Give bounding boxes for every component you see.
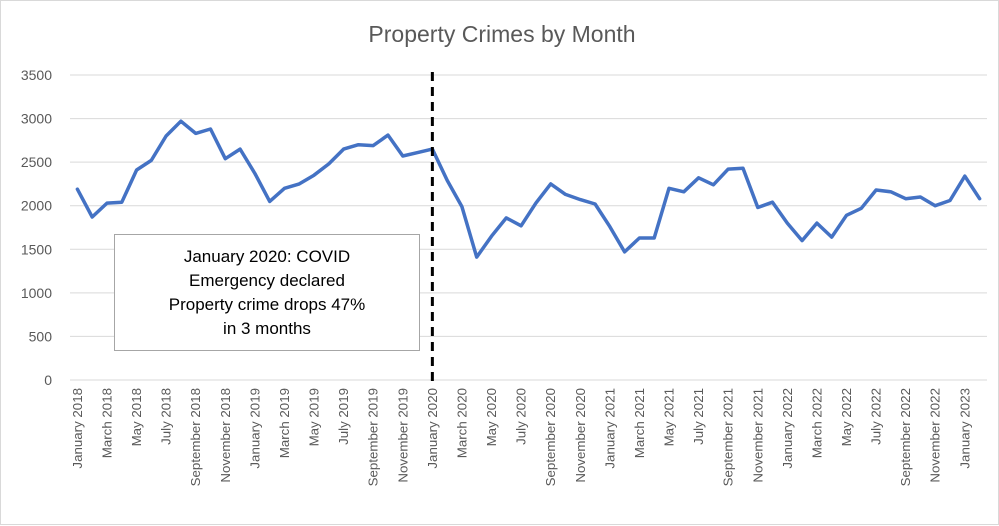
annotation-line-3: Property crime drops 47% bbox=[168, 294, 366, 314]
y-axis-ticks: 0 500 1000 1500 2000 2500 3000 3500 bbox=[21, 67, 52, 388]
x-tick-label: May 2021 bbox=[662, 388, 677, 446]
y-tick-label: 1000 bbox=[21, 285, 52, 301]
y-tick-label: 0 bbox=[44, 372, 52, 388]
x-tick-label: January 2019 bbox=[247, 388, 262, 469]
x-tick-label: November 2019 bbox=[395, 388, 410, 483]
x-tick-label: September 2018 bbox=[188, 388, 203, 486]
chart-title: Property Crimes by Month bbox=[368, 21, 635, 47]
x-tick-label: March 2020 bbox=[454, 388, 469, 458]
x-tick-label: March 2021 bbox=[632, 388, 647, 458]
x-tick-label: May 2019 bbox=[307, 388, 322, 446]
x-tick-label: September 2019 bbox=[366, 388, 381, 486]
annotation-box: January 2020: COVID Emergency declared P… bbox=[114, 234, 420, 351]
x-tick-label: May 2018 bbox=[129, 388, 144, 446]
x-tick-label: May 2020 bbox=[484, 388, 499, 446]
y-tick-label: 1500 bbox=[21, 241, 52, 257]
y-tick-label: 3500 bbox=[21, 67, 52, 83]
x-tick-label: November 2018 bbox=[218, 388, 233, 483]
x-tick-label: July 2022 bbox=[869, 388, 884, 445]
x-tick-label: July 2020 bbox=[514, 388, 529, 445]
x-tick-label: May 2022 bbox=[839, 388, 854, 446]
series-line bbox=[75, 119, 982, 259]
x-tick-label: November 2020 bbox=[573, 388, 588, 483]
annotation-line-4: in 3 months bbox=[223, 318, 311, 338]
y-tick-label: 2000 bbox=[21, 198, 52, 214]
x-tick-label: January 2023 bbox=[957, 388, 972, 469]
y-tick-label: 500 bbox=[29, 328, 53, 344]
y-tick-label: 2500 bbox=[21, 154, 52, 170]
x-tick-label: January 2021 bbox=[602, 388, 617, 469]
x-tick-label: January 2018 bbox=[70, 388, 85, 469]
x-tick-label: January 2022 bbox=[780, 388, 795, 469]
x-tick-label: March 2019 bbox=[277, 388, 292, 458]
y-tick-label: 3000 bbox=[21, 111, 52, 127]
x-tick-label: September 2020 bbox=[543, 388, 558, 486]
annotation-line-2: Emergency declared bbox=[189, 270, 345, 290]
x-tick-label: July 2018 bbox=[159, 388, 174, 445]
x-tick-label: November 2022 bbox=[928, 388, 943, 483]
series-layer bbox=[75, 119, 982, 259]
x-tick-label: November 2021 bbox=[750, 388, 765, 483]
x-tick-label: September 2021 bbox=[721, 388, 736, 486]
x-tick-label: September 2022 bbox=[898, 388, 913, 486]
x-tick-label: March 2022 bbox=[809, 388, 824, 458]
x-tick-label: July 2019 bbox=[336, 388, 351, 445]
x-tick-label: July 2021 bbox=[691, 388, 706, 445]
x-tick-label: January 2020 bbox=[425, 388, 440, 469]
x-tick-label: March 2018 bbox=[99, 388, 114, 458]
x-axis-ticks: January 2018 March 2018 May 2018 July 2018 S… bbox=[70, 388, 972, 486]
annotation-line-1: January 2020: COVID bbox=[183, 246, 351, 266]
